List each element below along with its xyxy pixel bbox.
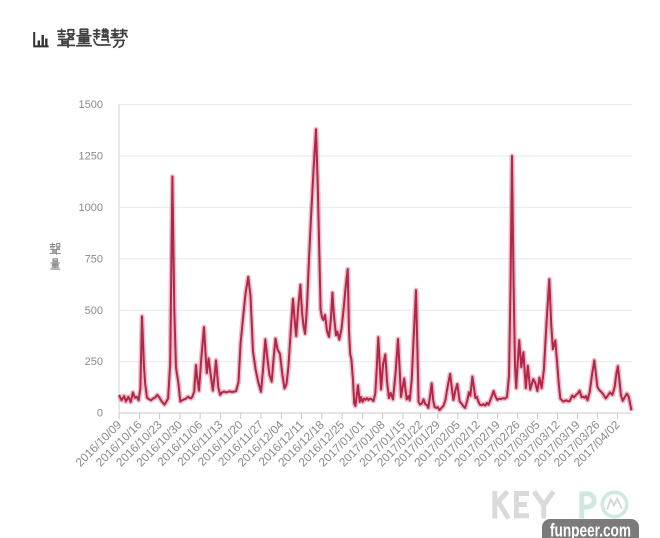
svg-text:1000: 1000 [79, 202, 103, 214]
svg-text:250: 250 [85, 356, 103, 368]
svg-text:500: 500 [85, 305, 103, 317]
svg-text:funpeer.com: funpeer.com [550, 521, 631, 538]
svg-text:0: 0 [97, 408, 103, 420]
svg-text:1250: 1250 [79, 151, 103, 163]
svg-text:1500: 1500 [79, 99, 103, 111]
svg-text:750: 750 [85, 253, 103, 265]
